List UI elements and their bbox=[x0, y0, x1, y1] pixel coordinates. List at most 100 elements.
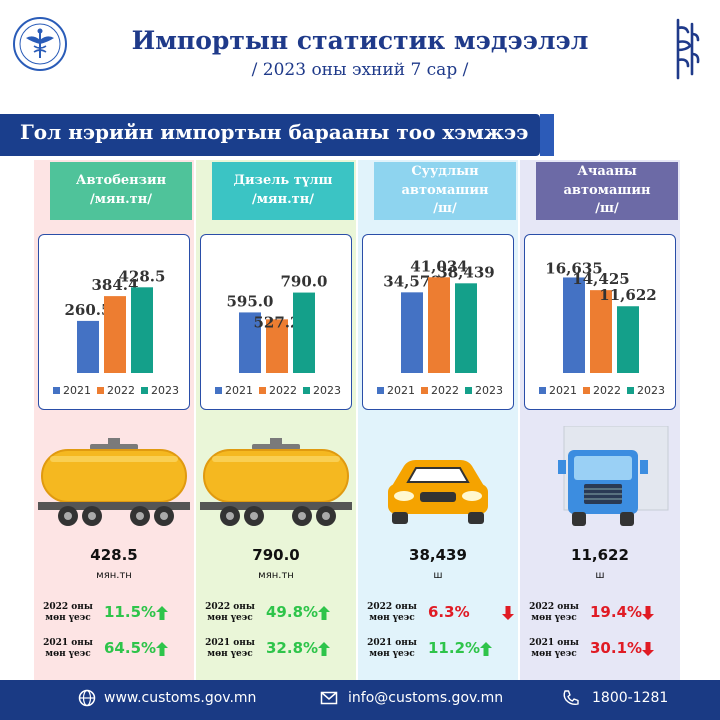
chart-truck: 16,635 14,425 11,622 2021 2022 2023 bbox=[524, 234, 676, 410]
comparison-label-period: мөн үеэс bbox=[45, 649, 91, 660]
page-subtitle: / 2023 оны эхний 7 сар / bbox=[251, 60, 469, 80]
section-banner-tip bbox=[540, 114, 554, 156]
bar-2022 bbox=[266, 319, 288, 373]
section-banner-title: Гол нэрийн импортын барааны тоо хэмжээ bbox=[20, 120, 529, 144]
category-diesel-name: Дизель түлш bbox=[233, 173, 333, 189]
unit-truck: ш bbox=[595, 570, 605, 581]
comparison-value: 30.1% bbox=[590, 639, 643, 657]
category-truck: Ачааны автомашин/ш/ bbox=[536, 162, 678, 220]
category-car-name-2: автомашин bbox=[401, 182, 489, 198]
bar-2021 bbox=[401, 292, 423, 373]
fuel-tanker-icon bbox=[38, 438, 190, 526]
category-gasoline: Автобензин/мян.тн/ bbox=[50, 162, 192, 220]
data-label-2021: 595.0 bbox=[227, 292, 274, 310]
legend-label-2021: 2021 bbox=[225, 384, 253, 397]
bar-2022 bbox=[104, 296, 126, 373]
page-title: Импортын статистик мэдээлэл bbox=[131, 26, 589, 55]
data-label-2023: 38,439 bbox=[437, 263, 494, 281]
comparison-label: 2022 оны мөн үеэс bbox=[524, 602, 584, 625]
fuel-tanker-icon-2 bbox=[200, 438, 352, 526]
arrow-up-icon bbox=[318, 642, 330, 656]
comparison-label-period: мөн үеэс bbox=[531, 613, 577, 624]
section-banner bbox=[0, 114, 540, 156]
legend-swatch-2023 bbox=[303, 387, 310, 394]
comparison-value: 64.5% bbox=[104, 639, 157, 657]
chart-diesel-svg: 595.0 527.2 790.0 2021 2022 2023 bbox=[215, 273, 341, 397]
comparison-label-period: мөн үеэс bbox=[207, 613, 253, 624]
legend-swatch-2023 bbox=[627, 387, 634, 394]
arrow-up-icon bbox=[318, 606, 330, 620]
legend-swatch-2021 bbox=[539, 387, 546, 394]
category-car-name: Суудлын bbox=[411, 163, 479, 179]
arrow-down-icon bbox=[642, 642, 654, 656]
comparison-label-period: мөн үеэс bbox=[369, 613, 415, 624]
legend-swatch-2022 bbox=[583, 387, 590, 394]
comparison-label-year: 2022 оны bbox=[367, 602, 417, 612]
comparison-label: 2022 оны мөн үеэс bbox=[200, 602, 260, 625]
bar-2021 bbox=[77, 320, 99, 373]
comparison-label-period: мөн үеэс bbox=[369, 649, 415, 660]
customs-logo-icon bbox=[13, 17, 67, 71]
bar-2023 bbox=[293, 292, 315, 373]
legend-swatch-2022 bbox=[421, 387, 428, 394]
legend-swatch-2023 bbox=[465, 387, 472, 394]
data-label-2022: 14,425 bbox=[572, 270, 629, 288]
data-label-2021: 16,635 bbox=[545, 259, 602, 277]
data-label-2022: 41,034 bbox=[410, 257, 467, 275]
car-icon bbox=[388, 460, 488, 524]
data-label-2022: 527.2 bbox=[254, 313, 301, 331]
total-gasoline: 428.5 bbox=[90, 546, 138, 564]
total-car: 38,439 bbox=[409, 546, 467, 564]
category-diesel: Дизель түлш/мян.тн/ bbox=[212, 162, 354, 220]
legend-label-2021: 2021 bbox=[387, 384, 415, 397]
footer-email[interactable]: info@customs.gov.mn bbox=[348, 690, 504, 706]
legend-swatch-2021 bbox=[215, 387, 222, 394]
legend-swatch-2022 bbox=[97, 387, 104, 394]
category-truck-name-2: автомашин bbox=[563, 182, 651, 198]
arrow-up-icon bbox=[156, 606, 168, 620]
mongolian-script-emblem-icon bbox=[676, 18, 700, 80]
bar-2021 bbox=[563, 277, 585, 373]
footer-phone[interactable]: 1800-1281 bbox=[592, 690, 669, 706]
comparison-label-year: 2021 оны bbox=[529, 638, 579, 648]
arrow-up-icon bbox=[156, 642, 168, 656]
comparison-label: 2021 оны мөн үеэс bbox=[362, 638, 422, 661]
footer-website[interactable]: www.customs.gov.mn bbox=[104, 690, 257, 706]
unit-car: ш bbox=[433, 570, 443, 581]
comparison-value: 6.3% bbox=[428, 603, 470, 621]
total-truck: 11,622 bbox=[571, 546, 629, 564]
legend-label-2022: 2022 bbox=[269, 384, 297, 397]
comparison-label-period: мөн үеэс bbox=[45, 613, 91, 624]
unit-diesel: мян.тн bbox=[258, 570, 294, 581]
header bbox=[0, 0, 720, 110]
bar-2022 bbox=[590, 290, 612, 373]
comparison-value: 49.8% bbox=[266, 603, 319, 621]
legend-label-2022: 2022 bbox=[107, 384, 135, 397]
legend-label-2022: 2022 bbox=[431, 384, 459, 397]
bar-2022 bbox=[428, 277, 450, 373]
bar-2021 bbox=[239, 312, 261, 373]
comparison-label: 2022 оны мөн үеэс bbox=[362, 602, 422, 625]
chart-gasoline: 260.5 384.4 428.5 2021 2022 2023 bbox=[38, 234, 190, 410]
category-car: Суудлын автомашин/ш/ bbox=[374, 162, 516, 220]
arrow-down-icon bbox=[502, 606, 514, 620]
footer bbox=[0, 680, 720, 720]
truck-icon bbox=[558, 426, 669, 526]
comparison-label-year: 2022 оны bbox=[205, 602, 255, 612]
legend-label-2021: 2021 bbox=[549, 384, 577, 397]
comparison-value: 11.2% bbox=[428, 639, 481, 657]
category-gasoline-name: Автобензин bbox=[75, 173, 167, 189]
comparison-label-year: 2022 оны bbox=[529, 602, 579, 612]
bar-2023 bbox=[617, 306, 639, 373]
data-label-2023: 11,622 bbox=[599, 286, 656, 304]
comparison-value: 32.8% bbox=[266, 639, 319, 657]
data-label-2023: 428.5 bbox=[119, 267, 166, 285]
category-truck-name: Ачааны bbox=[577, 163, 637, 179]
comparison-label-year: 2021 оны bbox=[205, 638, 255, 648]
comparison-label-year: 2022 оны bbox=[43, 602, 93, 612]
phone-icon bbox=[563, 690, 579, 706]
comparison-label: 2021 оны мөн үеэс bbox=[524, 638, 584, 661]
unit-gasoline: мян.тн bbox=[96, 570, 132, 581]
